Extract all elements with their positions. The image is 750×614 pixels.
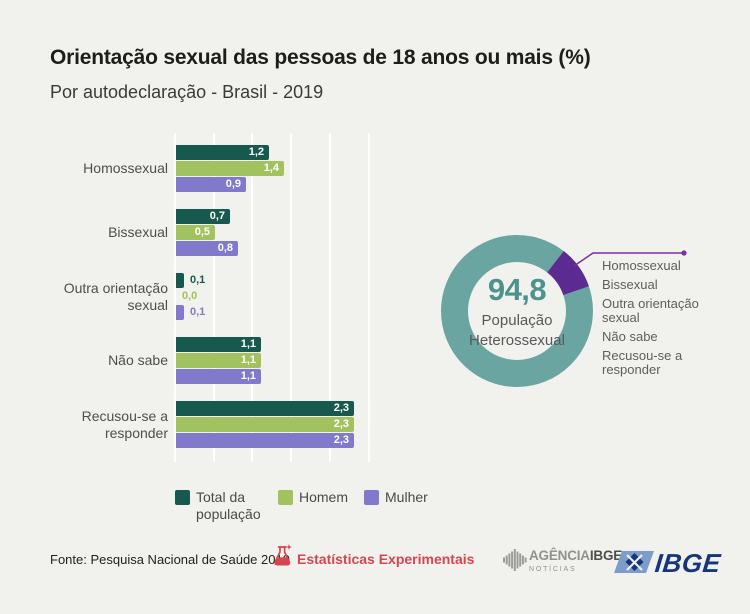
legend-label: Total da população bbox=[196, 489, 261, 522]
legend-swatch bbox=[175, 490, 190, 505]
legend-swatch bbox=[278, 490, 293, 505]
category-label: Não sabe bbox=[108, 352, 168, 369]
bar bbox=[176, 241, 238, 256]
bar bbox=[176, 353, 261, 368]
bar-value-label: 0,0 bbox=[182, 290, 198, 302]
bar-value-label: 0,5 bbox=[194, 226, 210, 238]
agencia-logo-word: AGÊNCIA bbox=[529, 548, 590, 563]
agencia-logo-subword: NOTÍCIAS bbox=[529, 565, 577, 573]
callout-label-item: Outra orientação sexual bbox=[602, 296, 699, 326]
gridline bbox=[251, 133, 254, 462]
bar-value-label: 1,4 bbox=[263, 162, 279, 174]
bar bbox=[176, 401, 354, 416]
legend-item: Mulher bbox=[364, 489, 428, 506]
ibge-logo-mark bbox=[614, 551, 654, 573]
bar-value-label: 1,1 bbox=[240, 370, 256, 382]
page-subtitle: Por autodeclaração - Brasil - 2019 bbox=[50, 82, 324, 102]
agencia-logo-ibge-word: IBGE bbox=[589, 548, 623, 563]
donut-callout-list: Homossexual Bissexual Outra orientação sex… bbox=[602, 258, 724, 382]
bar-value-label: 0,1 bbox=[190, 274, 206, 286]
bar bbox=[176, 177, 246, 192]
category-label: Bissexual bbox=[108, 224, 168, 241]
flask-icon bbox=[274, 544, 292, 566]
agencia-ibge-logo-text: AGÊNCIAIBGE NOTÍCIAS bbox=[529, 549, 622, 573]
gridline bbox=[212, 133, 215, 462]
bar-value-label: 1,2 bbox=[248, 146, 264, 158]
donut-slice-other-orientations bbox=[547, 251, 589, 295]
bar bbox=[176, 225, 215, 240]
page-title: Orientação sexual das pessoas de 18 anos… bbox=[50, 46, 591, 69]
donut-slice-heterossexual bbox=[441, 235, 593, 387]
bar-value-label: 2,3 bbox=[333, 434, 349, 446]
source-note: Fonte: Pesquisa Nacional de Saúde 2019 bbox=[50, 552, 290, 567]
bar bbox=[176, 337, 261, 352]
bar bbox=[176, 161, 284, 176]
callout-label-item: Não sabe bbox=[602, 329, 658, 345]
bar-value-label: 2,3 bbox=[333, 418, 349, 430]
bar bbox=[176, 209, 230, 224]
experimental-statistics-label: Estatísticas Experimentais bbox=[297, 551, 475, 567]
donut-center-label: 94,8 População Heterossexual bbox=[442, 236, 592, 386]
callout-label-item: Homossexual bbox=[602, 258, 681, 273]
category-label: Recusou-se a responder bbox=[81, 408, 168, 441]
gridline bbox=[290, 133, 293, 462]
donut-center-value: 94,8 bbox=[487, 272, 547, 307]
legend-swatch bbox=[364, 490, 380, 505]
ibge-logo-text: IBGE bbox=[653, 548, 723, 578]
callout-label-item: Recusou-se a responder bbox=[602, 348, 683, 378]
bar bbox=[176, 433, 354, 448]
bar-value-label: 0,9 bbox=[225, 178, 241, 190]
legend-item: Total da população bbox=[175, 489, 262, 523]
gridline bbox=[328, 133, 331, 462]
bar bbox=[176, 417, 354, 432]
donut-center-sublabel: População Heterossexual bbox=[469, 312, 565, 349]
bar bbox=[176, 273, 184, 288]
gridline bbox=[367, 133, 370, 462]
donut-chart bbox=[441, 235, 687, 387]
bar bbox=[176, 145, 269, 160]
callout-label-item: Bissexual bbox=[602, 277, 658, 293]
category-label: Outra orientação sexual bbox=[63, 280, 168, 313]
bar bbox=[176, 369, 261, 384]
callout-line bbox=[573, 252, 683, 267]
bar-value-label: 0,1 bbox=[190, 306, 206, 318]
agencia-ibge-logo-mark bbox=[503, 549, 527, 571]
chart-legend: Total da população Homem Mulher bbox=[175, 489, 428, 523]
legend-label: Homem bbox=[299, 489, 349, 505]
bar-value-label: 0,7 bbox=[209, 210, 225, 222]
bar-value-label: 1,1 bbox=[240, 354, 256, 366]
category-label: Homossexual bbox=[83, 160, 168, 177]
bar-value-label: 2,3 bbox=[333, 402, 349, 414]
bar bbox=[176, 305, 184, 320]
bar-value-label: 1,1 bbox=[240, 338, 256, 350]
gridline bbox=[174, 133, 176, 462]
callout-line-dot bbox=[681, 250, 687, 256]
legend-label: Mulher bbox=[385, 489, 428, 505]
legend-item: Homem bbox=[278, 489, 348, 506]
bar-value-label: 0,8 bbox=[217, 242, 233, 254]
